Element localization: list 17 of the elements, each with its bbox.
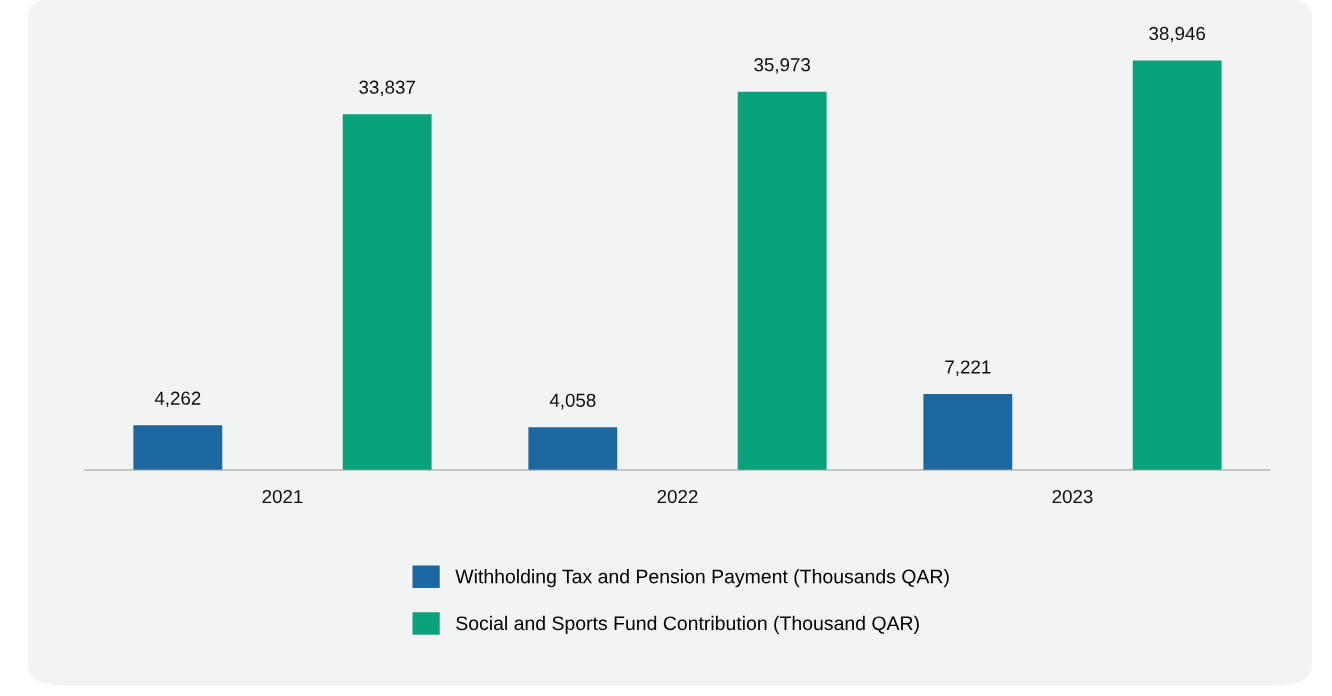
data-label: 38,946	[1149, 26, 1206, 43]
data-label: 35,973	[754, 58, 811, 74]
data-label: 33,837	[359, 80, 415, 97]
legend-label: Withholding Tax and Pension Payment (Thousands QAR)	[455, 569, 949, 588]
x-tick-label: 2023	[1052, 489, 1093, 504]
bar	[528, 427, 618, 470]
bar	[342, 114, 432, 470]
legend-label: Social and Sports Fund Contribution (Thousand QAR)	[456, 615, 919, 634]
bar	[923, 394, 1013, 470]
bar	[133, 425, 223, 470]
bar	[737, 91, 827, 470]
x-tick-label: 2022	[657, 489, 698, 504]
bar	[1132, 60, 1222, 470]
data-label: 4,262	[154, 391, 201, 408]
data-label: 7,221	[945, 360, 991, 376]
data-label: 4,058	[549, 393, 596, 410]
x-tick-label: 2021	[262, 489, 303, 504]
